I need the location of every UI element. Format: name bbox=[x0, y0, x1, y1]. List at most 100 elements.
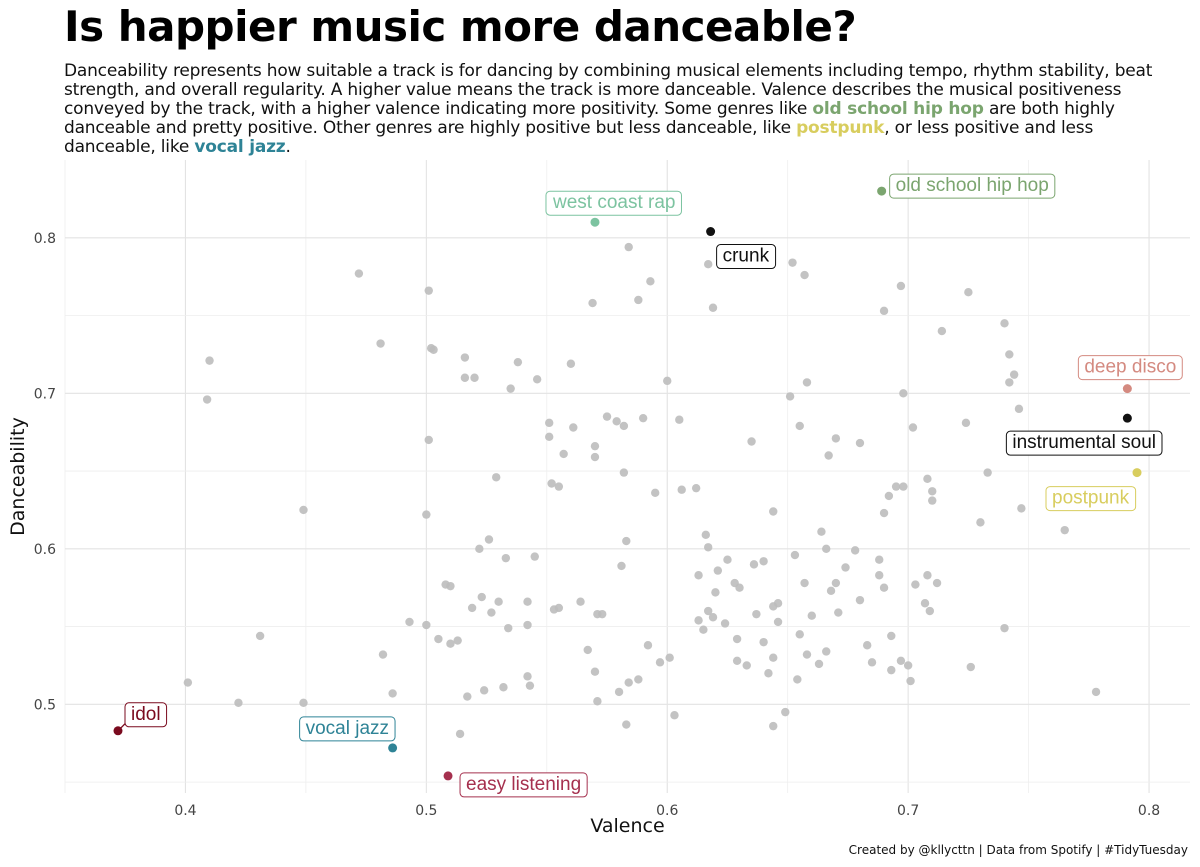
data-point bbox=[732, 656, 742, 666]
data-point bbox=[299, 505, 308, 515]
data-point bbox=[622, 536, 631, 546]
highlight-point-deep-disco bbox=[1122, 384, 1132, 394]
data-point bbox=[769, 653, 778, 662]
axes: 0.4 0.5 0.6 0.7 0.8 0.5 0.6 0.7 0.8 Valence Dancea… bbox=[7, 231, 1160, 837]
data-point bbox=[928, 496, 937, 505]
data-point bbox=[622, 720, 631, 729]
data-point bbox=[795, 421, 804, 431]
data-point bbox=[976, 518, 985, 527]
data-point bbox=[1017, 504, 1026, 513]
y-tick-label: 0.6 bbox=[34, 542, 56, 558]
data-point bbox=[566, 359, 576, 368]
data-point bbox=[691, 483, 701, 493]
data-point bbox=[467, 603, 477, 613]
data-point bbox=[590, 441, 600, 451]
genre-label-instrumental-soul: instrumental soul bbox=[1012, 432, 1156, 453]
data-point bbox=[463, 692, 472, 701]
label-box-vocal-jazz bbox=[299, 716, 396, 742]
data-point bbox=[643, 641, 653, 650]
data-point bbox=[862, 641, 872, 650]
data-point bbox=[923, 571, 932, 580]
data-point bbox=[899, 482, 908, 491]
data-point bbox=[602, 412, 612, 421]
data-point bbox=[694, 616, 703, 625]
data-point bbox=[896, 656, 906, 666]
grid-lines bbox=[64, 160, 1190, 793]
subtitle-highlight-vocal-jazz: vocal jazz bbox=[194, 137, 286, 157]
data-point bbox=[376, 339, 385, 348]
data-point bbox=[781, 707, 790, 717]
data-point bbox=[817, 527, 826, 536]
data-point bbox=[983, 468, 992, 477]
data-point bbox=[826, 586, 836, 596]
data-point bbox=[1000, 319, 1009, 328]
data-point bbox=[388, 689, 397, 698]
data-point bbox=[875, 571, 884, 580]
data-point bbox=[1060, 525, 1069, 535]
data-point bbox=[899, 389, 908, 398]
data-point bbox=[1014, 404, 1024, 414]
data-point bbox=[891, 482, 901, 491]
data-point bbox=[759, 557, 768, 566]
genre-label-idol: idol bbox=[131, 704, 161, 725]
data-point bbox=[1091, 687, 1101, 697]
data-point bbox=[711, 588, 720, 597]
label-box-old-school-hip-hop bbox=[889, 173, 1056, 199]
data-point bbox=[1005, 378, 1014, 387]
data-point bbox=[624, 242, 633, 252]
data-point bbox=[708, 613, 718, 622]
subtitle-text-1: Danceability represents how suitable a t… bbox=[64, 61, 1153, 119]
data-point bbox=[961, 418, 971, 428]
genre-label-postpunk: postpunk bbox=[1052, 488, 1130, 509]
y-tick-label: 0.7 bbox=[34, 386, 56, 402]
data-point bbox=[499, 683, 508, 692]
data-point bbox=[887, 665, 896, 675]
data-point bbox=[583, 645, 592, 655]
data-point bbox=[598, 609, 607, 619]
x-axis-title: Valence bbox=[590, 815, 664, 837]
data-point bbox=[612, 417, 621, 426]
data-point bbox=[523, 620, 532, 630]
data-point bbox=[920, 599, 930, 608]
data-point bbox=[966, 662, 975, 672]
genre-label-old-school-hip-hop: old school hip hop bbox=[896, 175, 1049, 196]
data-point bbox=[759, 637, 768, 647]
data-point bbox=[802, 650, 812, 659]
data-point bbox=[773, 617, 783, 627]
data-point bbox=[675, 415, 684, 424]
data-point bbox=[925, 606, 935, 616]
data-point bbox=[484, 535, 494, 544]
data-point bbox=[903, 661, 913, 670]
data-point bbox=[494, 597, 503, 606]
data-point bbox=[790, 550, 800, 560]
data-point bbox=[422, 510, 431, 519]
data-point bbox=[663, 376, 672, 386]
genre-label-west-coast-rap: west coast rap bbox=[552, 192, 676, 213]
data-point bbox=[183, 678, 193, 687]
data-point bbox=[255, 631, 265, 641]
data-point bbox=[879, 306, 889, 316]
data-point bbox=[234, 698, 243, 707]
data-point bbox=[875, 555, 884, 564]
data-point bbox=[867, 658, 877, 667]
data-point bbox=[422, 620, 431, 630]
label-box-easy-listening bbox=[459, 772, 588, 798]
data-point bbox=[634, 295, 643, 305]
data-point bbox=[525, 681, 535, 690]
data-point bbox=[619, 421, 629, 431]
data-point bbox=[723, 555, 732, 564]
data-point bbox=[205, 356, 214, 365]
data-point bbox=[824, 451, 833, 460]
genre-label-crunk: crunk bbox=[723, 246, 770, 267]
label-box-instrumental-soul bbox=[1005, 430, 1163, 456]
data-point bbox=[446, 581, 455, 591]
data-point bbox=[785, 392, 795, 401]
y-tick-label: 0.8 bbox=[34, 231, 56, 247]
data-point bbox=[742, 661, 751, 670]
data-point bbox=[911, 580, 920, 589]
data-point bbox=[299, 698, 308, 707]
data-point bbox=[807, 611, 816, 620]
data-point bbox=[614, 687, 624, 697]
x-tick-label: 0.7 bbox=[897, 803, 919, 819]
x-tick-label: 0.6 bbox=[656, 803, 678, 819]
